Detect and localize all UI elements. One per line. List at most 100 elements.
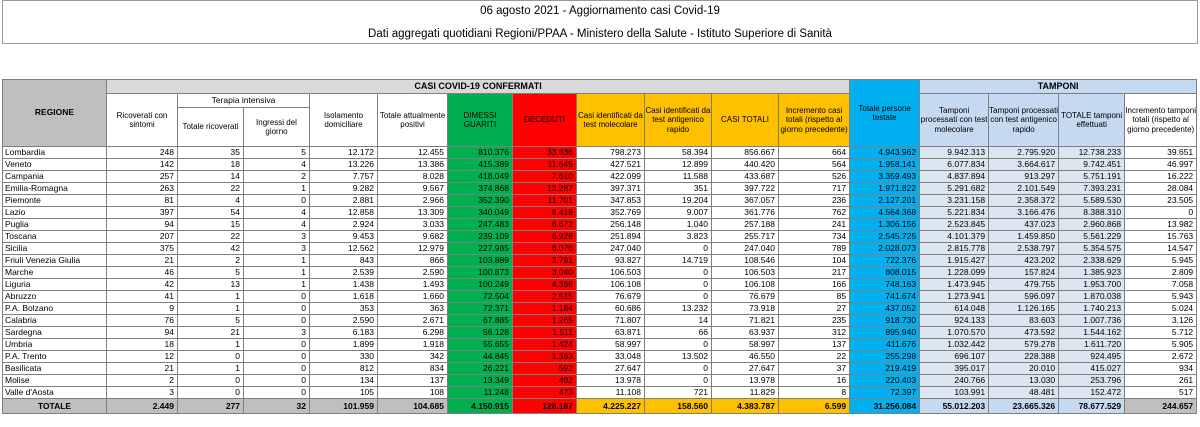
cell: 9.567 [377, 182, 448, 195]
cell: 158.560 [644, 398, 712, 414]
cell: 734 [777, 230, 851, 243]
cell: 14.719 [644, 254, 712, 267]
cell: 18 [106, 338, 178, 351]
cell: 312 [777, 326, 851, 339]
cell: 60.686 [576, 302, 645, 315]
cell: 106.503 [576, 266, 645, 279]
cell: 3.040 [512, 266, 577, 279]
cell: 21 [106, 254, 178, 267]
cell: 1.070.570 [919, 326, 990, 339]
cell: 104 [777, 254, 851, 267]
cell: 21 [106, 362, 178, 375]
cell: 2.515 [512, 290, 577, 303]
cell: 397.722 [711, 182, 779, 195]
cell: 1.915.427 [919, 254, 990, 267]
cell: 58.394 [644, 146, 712, 159]
cell: 71.807 [576, 314, 645, 327]
cell: 2.795.920 [988, 146, 1060, 159]
cell: 924.495 [1058, 350, 1126, 363]
cell: 418.049 [447, 170, 513, 183]
region-name: Basilicata [2, 362, 107, 375]
cell: 351 [644, 182, 712, 195]
cell: 277 [177, 398, 244, 414]
cell: 2 [177, 254, 244, 267]
cell: 4 [177, 194, 244, 207]
cell: 0 [243, 290, 310, 303]
cell: 71.821 [711, 314, 779, 327]
cell: 1.493 [377, 278, 448, 291]
region-name: Sardegna [2, 326, 107, 339]
cell: 1.660 [377, 290, 448, 303]
table-row: Piemonte 81 4 0 2.881 2.966 352.390 11.701 347.8… [2, 194, 1198, 207]
cell: 54 [177, 206, 244, 219]
cell: 106.108 [711, 278, 779, 291]
cell: 812 [309, 362, 378, 375]
cell: 717 [777, 182, 851, 195]
report-title: 06 agosto 2021 - Aggiornamento casi Covi… [480, 5, 720, 17]
cell: 395.017 [919, 362, 990, 375]
header-ricoverati: Ricoverati con sintomi [106, 93, 178, 147]
cell: 3.033 [377, 218, 448, 231]
cell: 58.997 [711, 338, 779, 351]
cell: 2.671 [377, 314, 448, 327]
cell: 1.611.720 [1058, 338, 1126, 351]
cell: 103.889 [447, 254, 513, 267]
cell: 2.101.549 [988, 182, 1060, 195]
region-name: Liguria [2, 278, 107, 291]
cell: 3.166.476 [988, 206, 1060, 219]
cell: 247.040 [576, 242, 645, 255]
cell: 244.657 [1124, 398, 1198, 414]
cell: 157.824 [988, 266, 1060, 279]
cell: 13.978 [711, 374, 779, 387]
cell: 83.603 [988, 314, 1060, 327]
cell: 247.040 [711, 242, 779, 255]
cell: 353 [309, 302, 378, 315]
cell: 8.418 [512, 206, 577, 219]
cell: 11.108 [576, 386, 645, 399]
region-name: Veneto [2, 158, 107, 171]
cell: 2.590 [377, 266, 448, 279]
region-name: Marche [2, 266, 107, 279]
cell: 1.958.141 [849, 158, 921, 171]
cell: 5.561.229 [1058, 230, 1126, 243]
region-name: Lazio [2, 206, 107, 219]
cell: 106.503 [711, 266, 779, 279]
cell: 2.672 [1124, 350, 1198, 363]
cell: 5.354.575 [1058, 242, 1126, 255]
cell: 798.273 [576, 146, 645, 159]
cell: 9.282 [309, 182, 378, 195]
table-row: Toscana 207 22 3 9.453 9.682 239.109 6.926 251.8… [2, 230, 1198, 243]
table-row: P.A. Bolzano 9 1 0 353 363 72.371 1.184 60.686 13… [2, 302, 1198, 315]
cell: 72.397 [849, 386, 921, 399]
cell: 7.610 [512, 170, 577, 183]
cell: 12 [106, 350, 178, 363]
cell: 479.755 [988, 278, 1060, 291]
cell: 0 [644, 338, 712, 351]
cell: 32 [243, 398, 310, 414]
cell: 492 [512, 374, 577, 387]
cell: 352.769 [576, 206, 645, 219]
cell: 2.028.073 [849, 242, 921, 255]
cell: 1 [243, 254, 310, 267]
cell: 63.871 [576, 326, 645, 339]
cell: 227.985 [447, 242, 513, 255]
region-name: Abruzzo [2, 290, 107, 303]
cell: 913.297 [988, 170, 1060, 183]
cell: 1.306.156 [849, 218, 921, 231]
cell: 1.032.442 [919, 338, 990, 351]
cell: 9.007 [644, 206, 712, 219]
table-row: Marche 46 5 1 2.539 2.590 100.873 3.040 106.503 0… [2, 266, 1198, 279]
cell: 3.231.158 [919, 194, 990, 207]
cell: 9.942.313 [919, 146, 990, 159]
cell: 94 [106, 326, 178, 339]
totals-label: TOTALE [2, 398, 107, 414]
cell: 16.222 [1124, 170, 1198, 183]
cell: 142 [106, 158, 178, 171]
cell: 4 [243, 218, 310, 231]
cell: 1.228.099 [919, 266, 990, 279]
cell: 1.007.736 [1058, 314, 1126, 327]
cell: 789 [777, 242, 851, 255]
cell: 6.076 [512, 242, 577, 255]
cell: 0 [243, 194, 310, 207]
cell: 42 [106, 278, 178, 291]
